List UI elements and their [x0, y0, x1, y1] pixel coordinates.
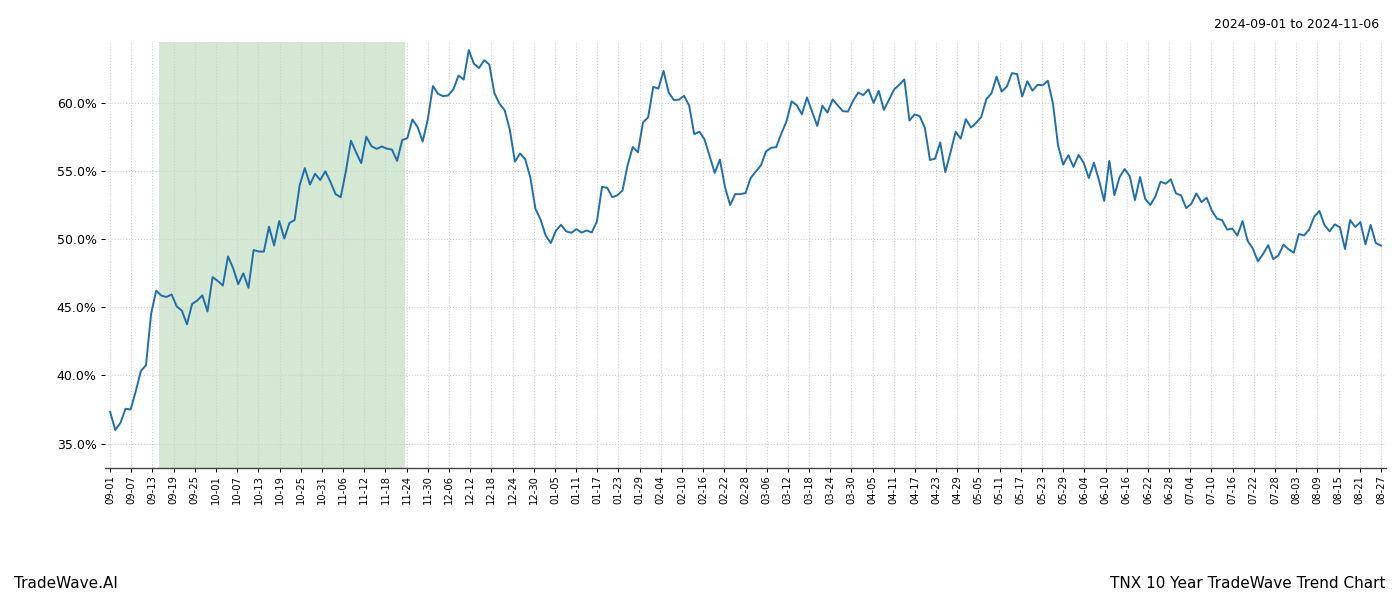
Bar — [158, 42, 405, 468]
Text: 2024-09-01 to 2024-11-06: 2024-09-01 to 2024-11-06 — [1214, 18, 1379, 31]
Text: TradeWave.AI: TradeWave.AI — [14, 576, 118, 591]
Text: TNX 10 Year TradeWave Trend Chart: TNX 10 Year TradeWave Trend Chart — [1110, 576, 1386, 591]
